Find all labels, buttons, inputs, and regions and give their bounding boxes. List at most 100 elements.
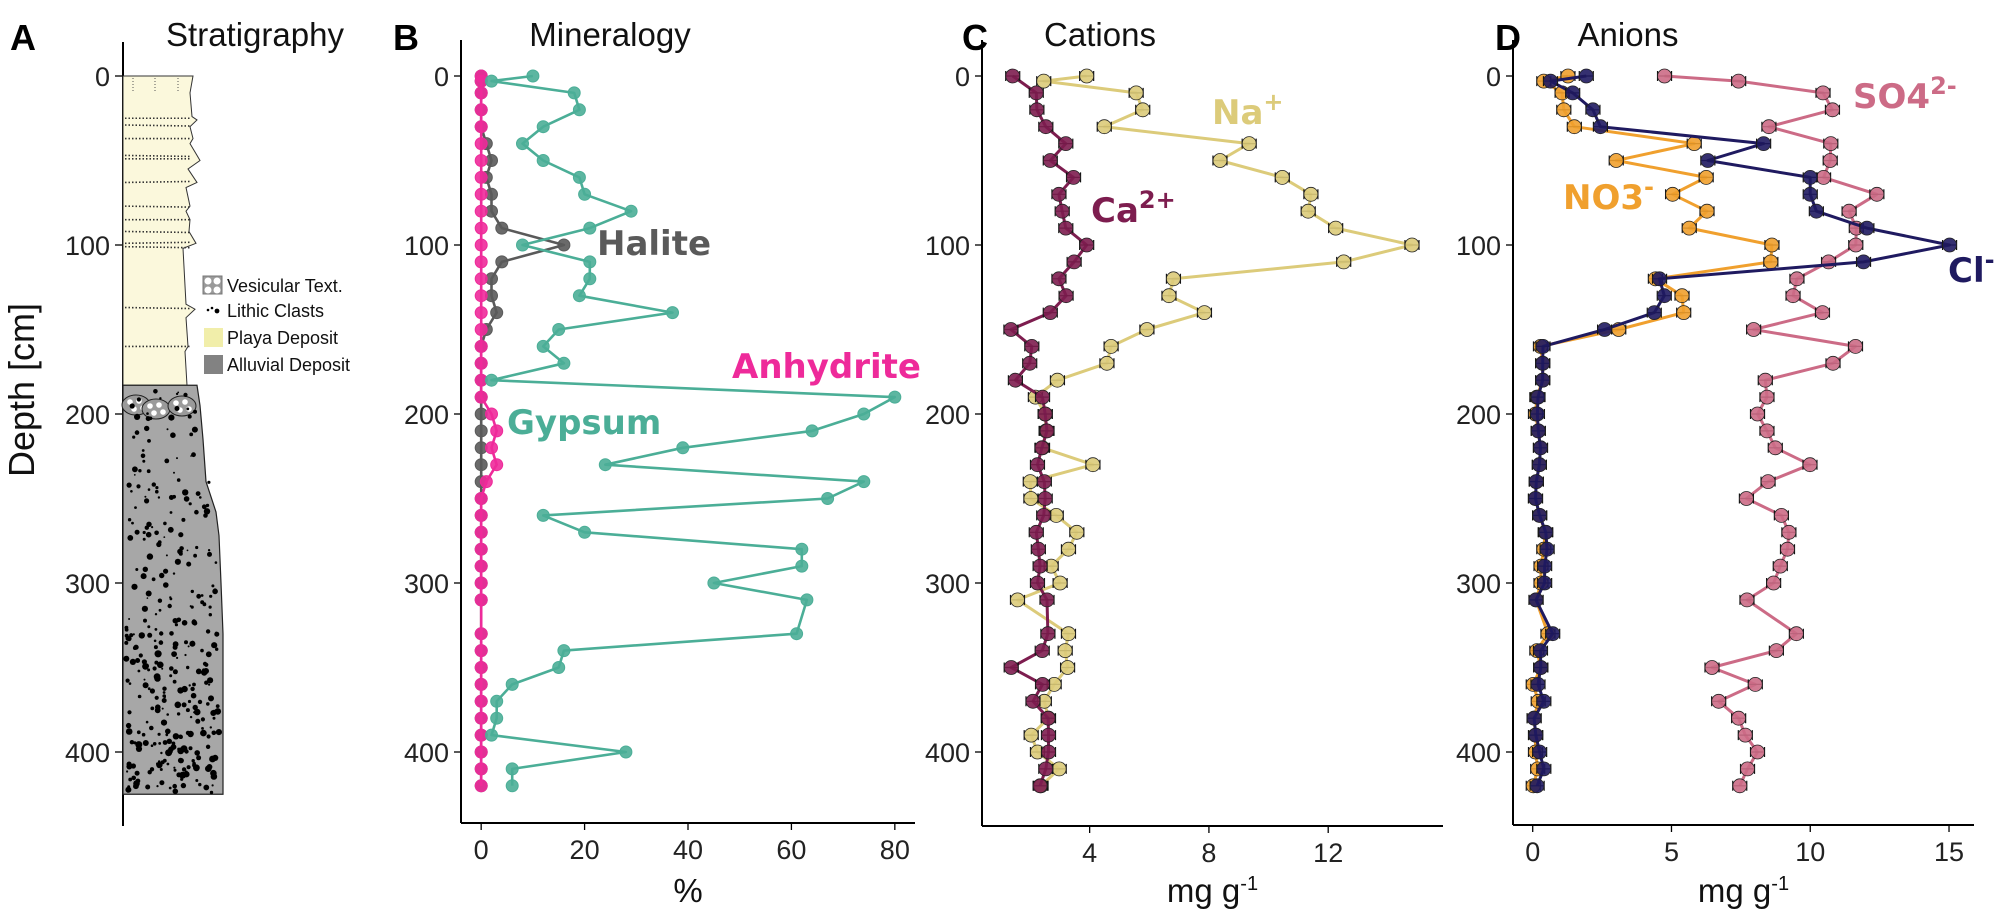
ca-point bbox=[1025, 693, 1041, 709]
clast bbox=[131, 583, 138, 590]
clast bbox=[153, 389, 158, 394]
gypsum-point bbox=[490, 694, 504, 708]
gypsum-point bbox=[888, 390, 902, 404]
gypsum-point bbox=[707, 576, 721, 590]
so4-point bbox=[1822, 153, 1838, 168]
gypsum-point bbox=[578, 525, 592, 539]
clast bbox=[189, 640, 196, 647]
no3-series-label: NO3- bbox=[1563, 173, 1654, 218]
clast bbox=[157, 496, 161, 499]
ca-point bbox=[1028, 85, 1044, 101]
dotted-layer bbox=[124, 241, 191, 245]
clast bbox=[162, 686, 167, 691]
na-label-superscript: + bbox=[1263, 88, 1283, 116]
na-point bbox=[1197, 305, 1212, 321]
clast bbox=[133, 780, 140, 787]
clast bbox=[127, 535, 134, 541]
cl-point bbox=[1652, 271, 1667, 287]
anhydrite-point bbox=[490, 424, 504, 438]
na-point bbox=[1085, 457, 1101, 473]
clast bbox=[185, 730, 191, 736]
clast bbox=[169, 666, 174, 671]
gypsum-point bbox=[857, 475, 871, 489]
clast bbox=[174, 406, 180, 411]
clast bbox=[147, 770, 152, 775]
ca-point bbox=[1051, 186, 1067, 202]
gypsum-point bbox=[485, 728, 498, 742]
halite-point bbox=[557, 238, 571, 252]
clast bbox=[152, 742, 157, 746]
ca-point bbox=[1042, 305, 1058, 321]
y-axis-label: Depth [cm] bbox=[1, 303, 42, 477]
ca-point bbox=[1032, 778, 1048, 794]
so4-point bbox=[1825, 355, 1841, 371]
ca-point bbox=[1003, 660, 1019, 675]
clast bbox=[210, 773, 218, 780]
clast bbox=[186, 549, 189, 552]
clast bbox=[181, 767, 187, 772]
so4-point bbox=[1848, 338, 1863, 354]
clast bbox=[161, 667, 164, 670]
x-tick-label: 40 bbox=[673, 835, 703, 865]
anhydrite-point bbox=[474, 221, 488, 235]
clast bbox=[150, 744, 154, 747]
cl-point bbox=[1532, 744, 1547, 760]
clast bbox=[192, 620, 198, 626]
na-point bbox=[1404, 237, 1420, 253]
clast bbox=[173, 768, 177, 772]
clast bbox=[215, 729, 222, 736]
series-so4 bbox=[1656, 68, 1885, 794]
so4-point bbox=[1711, 693, 1727, 709]
x-tick-label: 20 bbox=[570, 835, 600, 865]
anhydrite-point bbox=[479, 475, 493, 489]
clast bbox=[156, 785, 159, 788]
clast bbox=[215, 647, 219, 651]
anhydrite-point bbox=[474, 542, 488, 556]
gypsum-point bbox=[567, 86, 581, 100]
clast bbox=[162, 691, 166, 694]
clast bbox=[123, 655, 130, 662]
gypsum-point bbox=[598, 458, 612, 472]
series-ca bbox=[1003, 68, 1095, 794]
so4-label-text: SO4 bbox=[1853, 77, 1930, 117]
so4-point bbox=[1816, 169, 1831, 185]
clast bbox=[197, 699, 203, 705]
gypsum-point bbox=[583, 272, 597, 286]
clast bbox=[161, 698, 167, 703]
cl-point bbox=[1533, 440, 1548, 456]
clast bbox=[188, 746, 193, 751]
clast bbox=[195, 718, 201, 724]
clast bbox=[200, 717, 205, 722]
no3-label-text: NO3 bbox=[1563, 178, 1644, 218]
panel-title: Cations bbox=[1044, 16, 1156, 53]
ca-point bbox=[1041, 744, 1056, 760]
no3-point bbox=[1681, 220, 1697, 236]
cl-point bbox=[1537, 558, 1552, 574]
clast bbox=[154, 707, 161, 714]
clast bbox=[163, 695, 166, 699]
clast bbox=[145, 416, 151, 422]
clast bbox=[211, 642, 218, 649]
na-point bbox=[1079, 68, 1095, 84]
anhydrite-point bbox=[490, 458, 504, 472]
cl-series-label: Cl- bbox=[1948, 246, 1995, 291]
na-point bbox=[1050, 372, 1065, 388]
clast bbox=[145, 784, 151, 790]
anhydrite-label-text: Anhydrite bbox=[732, 347, 921, 387]
gypsum-point bbox=[857, 407, 871, 421]
clast bbox=[134, 529, 140, 535]
gypsum-point bbox=[578, 187, 592, 201]
ca-label-text: Ca bbox=[1091, 191, 1139, 231]
cl-point bbox=[1533, 660, 1549, 675]
clast bbox=[138, 632, 145, 639]
no3-point bbox=[1674, 288, 1690, 304]
anhydrite-point bbox=[474, 323, 488, 336]
clast bbox=[142, 530, 146, 535]
panel-title-stratigraphy: Stratigraphy bbox=[166, 16, 344, 53]
ca-point bbox=[1030, 457, 1045, 473]
so4-point bbox=[1789, 626, 1804, 642]
clast bbox=[200, 648, 204, 653]
clast bbox=[211, 584, 215, 588]
gypsum-point bbox=[557, 356, 571, 370]
ca-point bbox=[1031, 541, 1046, 557]
